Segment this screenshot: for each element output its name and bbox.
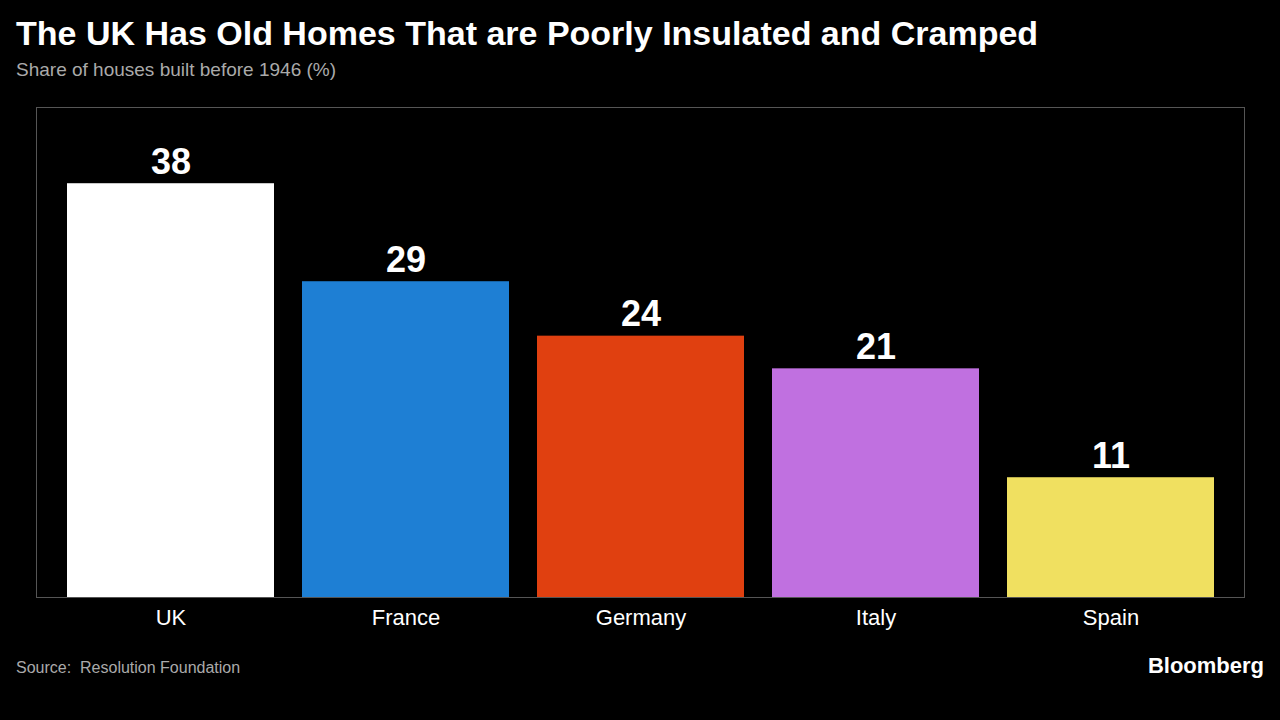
html-text:The UK Has Old Homes That are: The UK Has Old Homes That are Poorly Ins… <box>16 14 1039 52</box>
svg-text:Germany: Germany <box>596 605 686 630</box>
svg-text:Italy: Italy <box>856 605 896 630</box>
html-text:Share of houses built before 1: Share of houses built before 1946 (%) <box>16 59 336 80</box>
html-text:Source: Resolution Foundation: Source: Resolution Foundation <box>16 659 241 676</box>
svg-text:France: France <box>372 605 440 630</box>
svg-text:38: 38 <box>151 141 191 182</box>
svg-text:21: 21 <box>856 326 896 367</box>
svg-text:Spain: Spain <box>1083 605 1139 630</box>
svg-text:11: 11 <box>1092 435 1130 476</box>
html-text:Bloomberg: Bloomberg <box>1147 653 1264 678</box>
svg-text:24: 24 <box>621 293 661 334</box>
svg-text:UK: UK <box>156 605 187 630</box>
svg-text:29: 29 <box>386 239 426 280</box>
